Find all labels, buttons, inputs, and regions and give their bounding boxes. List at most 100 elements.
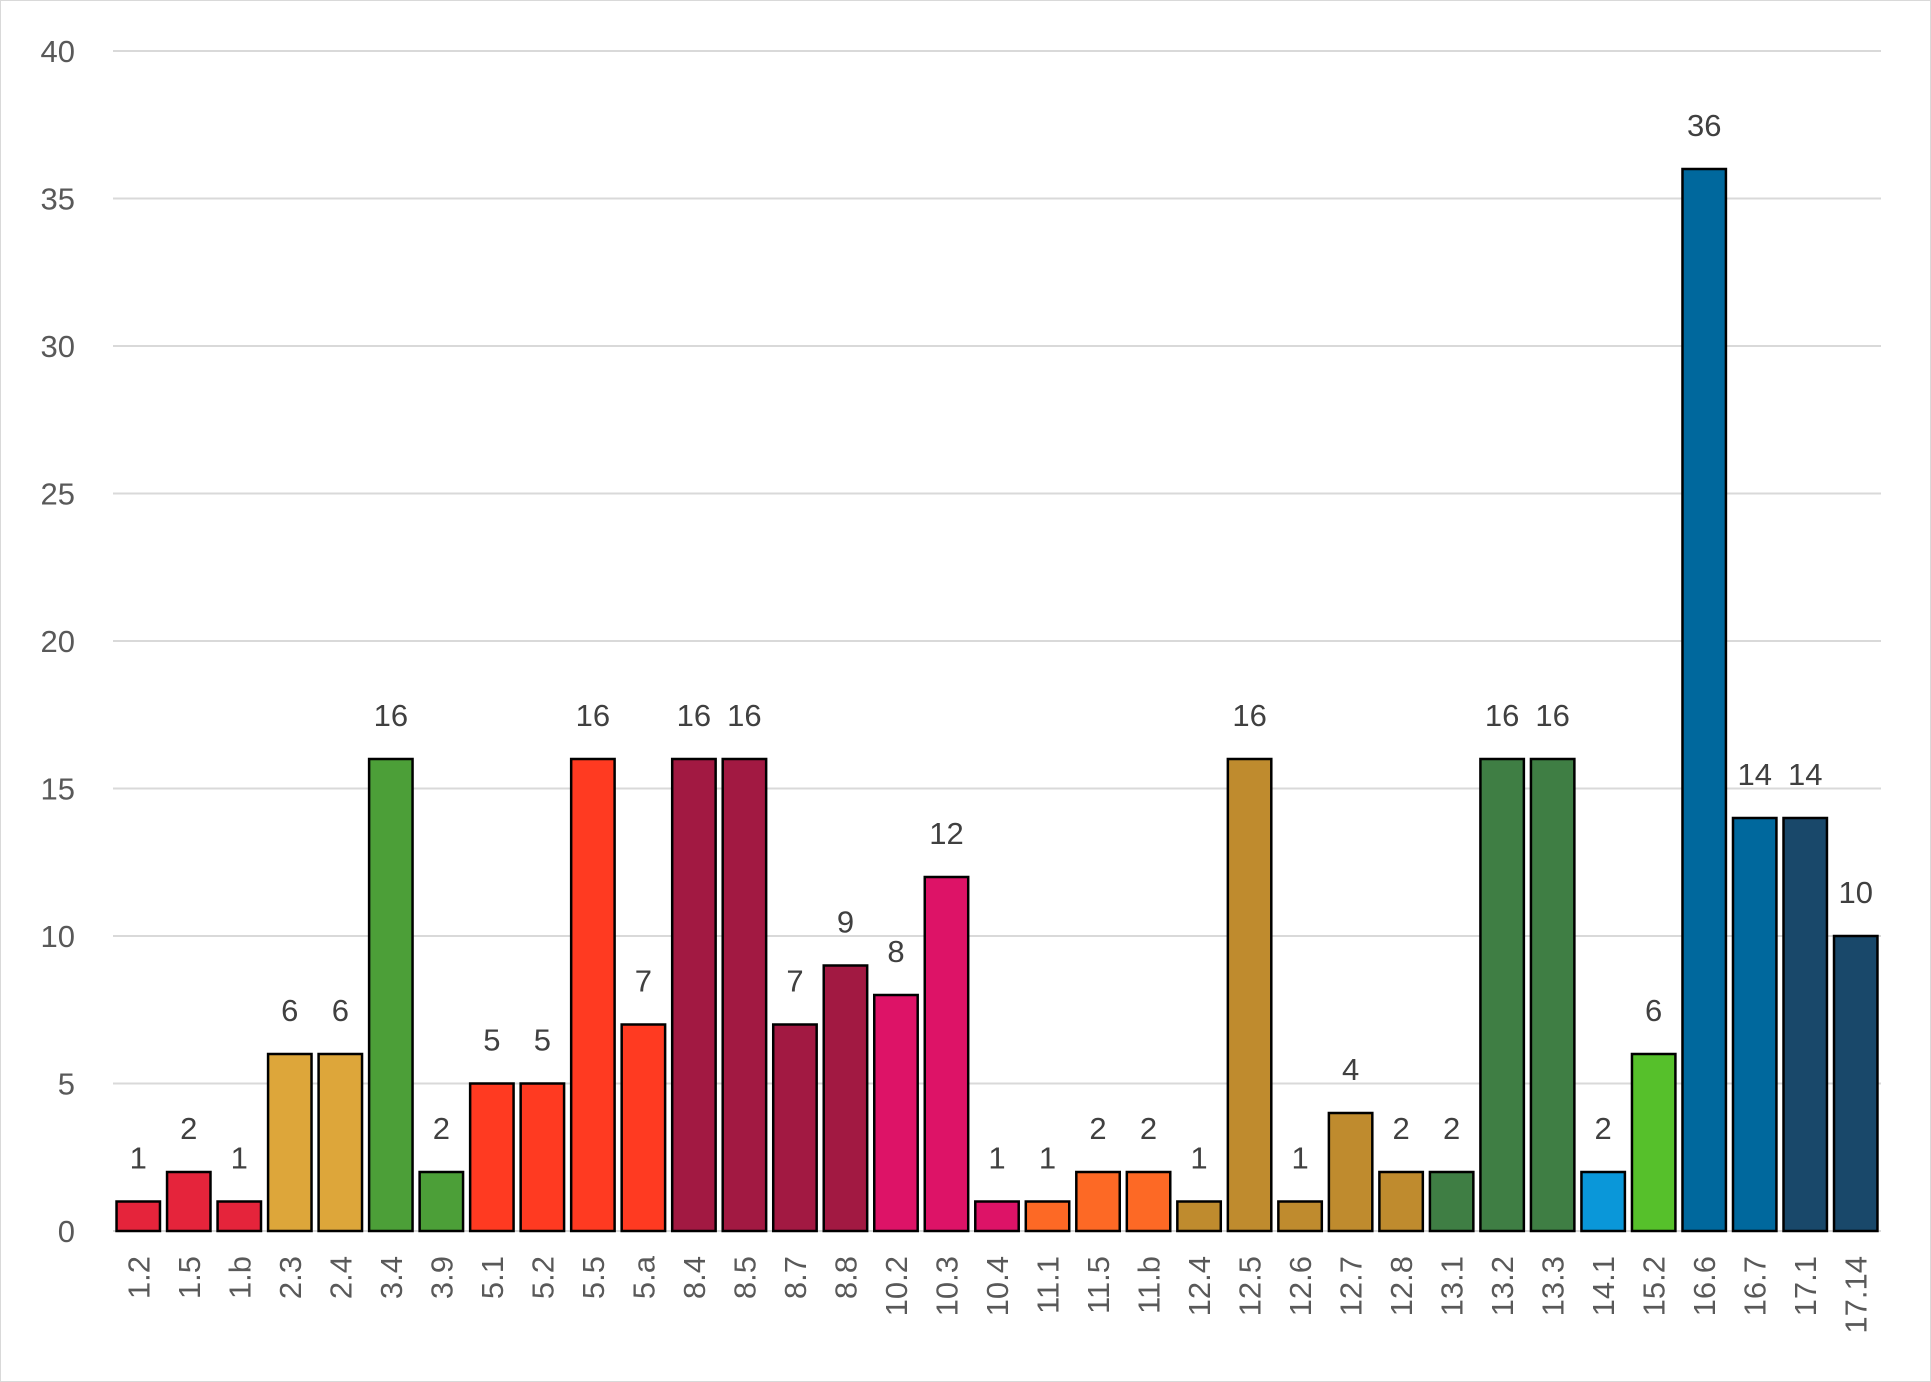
data-label: 16 — [576, 698, 610, 733]
data-label: 1 — [1291, 1141, 1308, 1176]
x-tick-label: 10.3 — [929, 1256, 964, 1316]
x-tick-label: 13.1 — [1435, 1256, 1470, 1316]
data-label: 14 — [1788, 757, 1822, 792]
y-tick-label: 40 — [41, 34, 75, 69]
bar-13-2 — [1479, 757, 1526, 1233]
data-label: 4 — [1342, 1052, 1359, 1087]
x-tick-label: 15.2 — [1637, 1256, 1672, 1316]
bar-8-7 — [771, 1023, 818, 1233]
bar-13-1 — [1428, 1170, 1475, 1233]
x-tick-label: 12.8 — [1384, 1256, 1419, 1316]
bar-10-4 — [974, 1200, 1020, 1233]
x-tick-label: 5.2 — [525, 1256, 560, 1299]
bar-14-1 — [1580, 1170, 1627, 1233]
x-tick-label: 11.b — [1132, 1256, 1167, 1314]
x-tick-label: 11.1 — [1031, 1256, 1066, 1314]
bar-8-4 — [670, 757, 717, 1233]
x-tick-label: 11.5 — [1081, 1256, 1116, 1314]
x-tick-label: 14.1 — [1586, 1256, 1621, 1316]
x-tick-label: 2.3 — [273, 1256, 308, 1299]
data-label: 1 — [1039, 1141, 1056, 1176]
bar-17-1 — [1782, 816, 1829, 1233]
x-tick-label: 3.4 — [374, 1256, 409, 1299]
x-tick-label: 8.4 — [677, 1256, 712, 1299]
bar-12-5 — [1226, 757, 1273, 1233]
bar-12-7 — [1327, 1111, 1374, 1233]
x-tick-label: 10.2 — [879, 1256, 914, 1316]
x-tick-label: 5.1 — [475, 1256, 510, 1299]
data-label: 14 — [1737, 757, 1771, 792]
x-tick-label: 13.3 — [1536, 1256, 1571, 1316]
bar-16-6 — [1681, 167, 1728, 1233]
x-tick-label: 17.1 — [1788, 1256, 1823, 1316]
data-label: 1 — [130, 1141, 147, 1176]
x-tick-label: 1.5 — [172, 1256, 207, 1299]
data-label: 12 — [929, 816, 963, 851]
y-tick-label: 35 — [41, 182, 75, 217]
bar-11-1 — [1024, 1200, 1071, 1233]
data-label: 5 — [483, 1023, 500, 1058]
data-label: 6 — [332, 993, 349, 1028]
data-label: 2 — [1140, 1111, 1157, 1146]
data-label: 16 — [1535, 698, 1569, 733]
bar-13-3 — [1529, 757, 1576, 1233]
data-label: 2 — [1089, 1111, 1106, 1146]
data-label: 2 — [433, 1111, 450, 1146]
data-label: 6 — [1645, 993, 1662, 1028]
data-label: 16 — [374, 698, 408, 733]
bar-11-b — [1125, 1170, 1172, 1233]
data-label: 1 — [988, 1141, 1005, 1176]
data-label: 16 — [727, 698, 761, 733]
bar-10-2 — [873, 993, 919, 1233]
data-label: 9 — [837, 905, 854, 940]
bar-15-2 — [1630, 1052, 1677, 1233]
x-tick-label: 2.4 — [323, 1256, 358, 1299]
x-tick-label: 8.7 — [778, 1256, 813, 1299]
x-tick-label: 5.a — [626, 1255, 661, 1299]
x-tick-label: 8.5 — [727, 1256, 762, 1299]
bar-2-4 — [317, 1052, 364, 1233]
x-tick-label: 12.5 — [1233, 1256, 1268, 1316]
x-tick-label: 3.9 — [424, 1256, 459, 1299]
bars — [115, 167, 1879, 1233]
data-label: 2 — [1595, 1111, 1612, 1146]
bar-11-5 — [1075, 1170, 1121, 1233]
bar-8-5 — [721, 757, 768, 1233]
data-label: 7 — [635, 964, 652, 999]
x-tick-label: 1.b — [222, 1256, 257, 1299]
x-tick-label: 12.4 — [1182, 1256, 1217, 1316]
bar-17-14 — [1832, 934, 1879, 1233]
bar-1-b — [216, 1200, 263, 1233]
y-tick-label: 30 — [41, 329, 75, 364]
bar-12-6 — [1277, 1200, 1324, 1233]
bar-10-3 — [923, 875, 970, 1233]
bar-5-a — [620, 1023, 667, 1233]
x-tick-label: 1.2 — [121, 1256, 156, 1299]
data-label: 5 — [534, 1023, 551, 1058]
bar-1-5 — [165, 1170, 212, 1233]
bar-2-3 — [266, 1052, 313, 1233]
data-label: 36 — [1687, 108, 1721, 143]
y-axis-tick-labels: 0 5 10 15 20 25 30 35 40 — [41, 34, 75, 1249]
x-tick-label: 5.5 — [576, 1256, 611, 1299]
x-tick-label: 16.7 — [1738, 1256, 1773, 1316]
y-tick-label: 25 — [41, 477, 75, 512]
y-tick-label: 10 — [41, 919, 75, 954]
data-label: 16 — [677, 698, 711, 733]
bar-5-5 — [569, 757, 616, 1233]
x-tick-label: 10.4 — [980, 1256, 1015, 1316]
bar-12-4 — [1176, 1200, 1223, 1233]
data-label: 2 — [1443, 1111, 1460, 1146]
data-label: 8 — [887, 934, 904, 969]
bar-5-2 — [519, 1082, 566, 1233]
x-tick-label: 17.14 — [1839, 1256, 1874, 1334]
data-label: 10 — [1839, 875, 1873, 910]
bar-8-8 — [822, 964, 869, 1233]
bar-16-7 — [1731, 816, 1778, 1233]
bar-12-8 — [1378, 1170, 1425, 1233]
data-label: 2 — [1392, 1111, 1409, 1146]
x-tick-label: 8.8 — [828, 1256, 863, 1299]
y-tick-label: 20 — [41, 624, 75, 659]
